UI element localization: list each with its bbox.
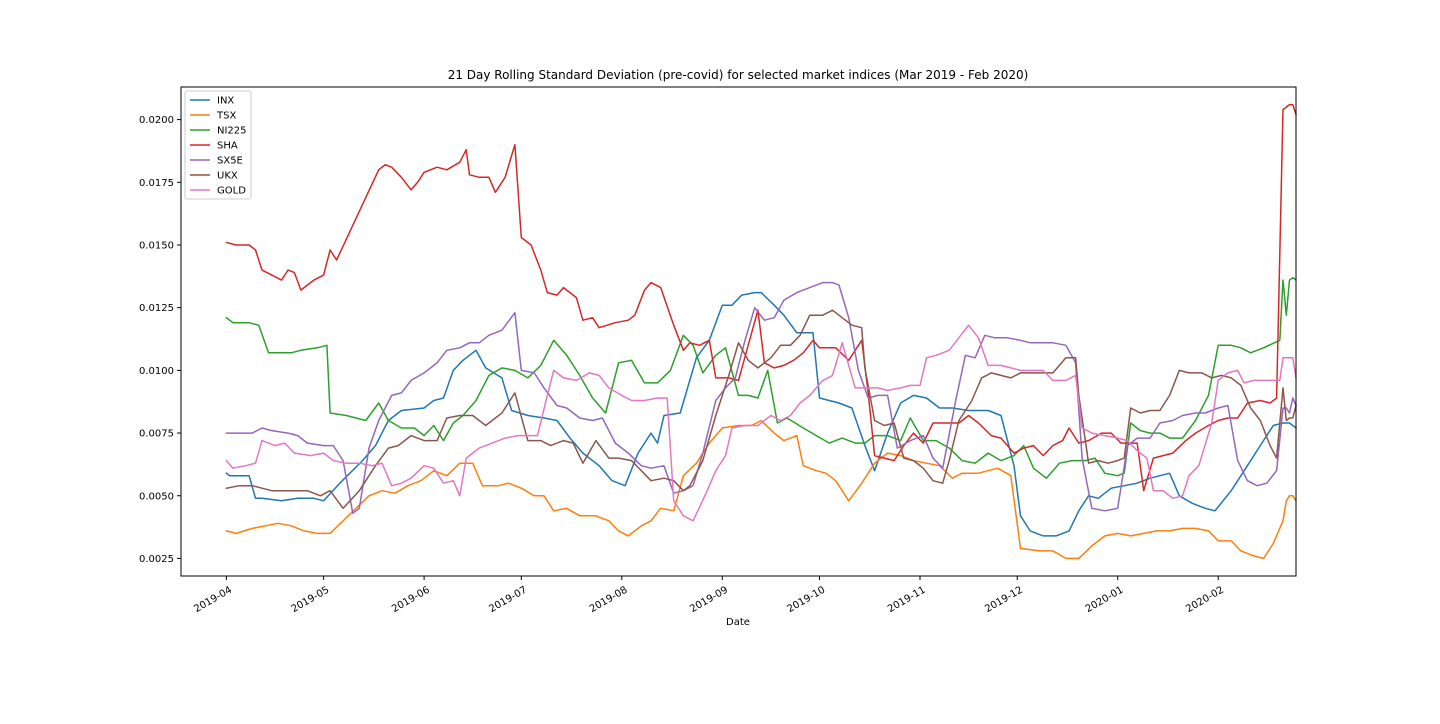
series-line-gold	[225, 324, 1297, 522]
x-tick-label: 2019-10	[786, 585, 828, 615]
x-tick-label: 2019-12	[983, 585, 1025, 615]
legend-label-sha: SHA	[217, 141, 238, 152]
legend-label-gold: GOLD	[217, 186, 246, 197]
legend-label-inx: INX	[217, 96, 234, 107]
y-tick-label: 0.0100	[139, 366, 174, 377]
x-tick-label: 2019-04	[192, 585, 234, 615]
legend-label-sx5e: SX5E	[217, 156, 243, 167]
y-tick-label: 0.0050	[139, 491, 174, 502]
plot-frame	[180, 86, 1297, 577]
x-tick-label: 2020-02	[1184, 585, 1226, 615]
x-tick-label: 2019-06	[390, 585, 432, 615]
chart-title: 21 Day Rolling Standard Deviation (pre-c…	[448, 68, 1029, 82]
y-tick-label: 0.0175	[139, 178, 174, 189]
series-line-sha	[225, 103, 1297, 492]
x-axis: 2019-04 2019-05 2019-06 2019-07 2019-08 2019-…	[192, 576, 1226, 615]
x-tick-label: 2019-05	[290, 585, 332, 615]
legend-label-tsx: TSX	[216, 111, 236, 122]
series-line-tsx	[225, 419, 1298, 560]
x-tick-label: 2019-11	[886, 585, 928, 615]
y-tick-label: 0.0125	[139, 303, 174, 314]
y-tick-label: 0.0200	[139, 115, 174, 126]
series-layer	[225, 103, 1298, 560]
x-tick-label: 2019-07	[487, 585, 529, 615]
x-axis-label: Date	[726, 617, 750, 628]
x-tick-label: 2019-09	[688, 585, 730, 615]
legend-label-ni225: NI225	[217, 126, 247, 137]
y-tick-label: 0.0075	[139, 429, 174, 440]
legend: INX TSX NI225 SHA SX5E UKX GOLD	[184, 90, 252, 200]
series-line-ukx	[225, 309, 1297, 510]
x-tick-label: 2019-08	[588, 585, 630, 615]
legend-label-ukx: UKX	[217, 171, 238, 182]
y-tick-label: 0.0150	[139, 240, 174, 251]
y-axis: 0.0025 0.0050 0.0075 0.0100 0.0125 0.0150 0.01…	[139, 115, 181, 565]
y-tick-label: 0.0025	[139, 554, 174, 565]
series-line-inx	[225, 291, 1298, 537]
x-tick-label: 2020-01	[1084, 585, 1126, 615]
series-line-sx5e	[225, 281, 1297, 515]
legend-box	[184, 90, 252, 200]
